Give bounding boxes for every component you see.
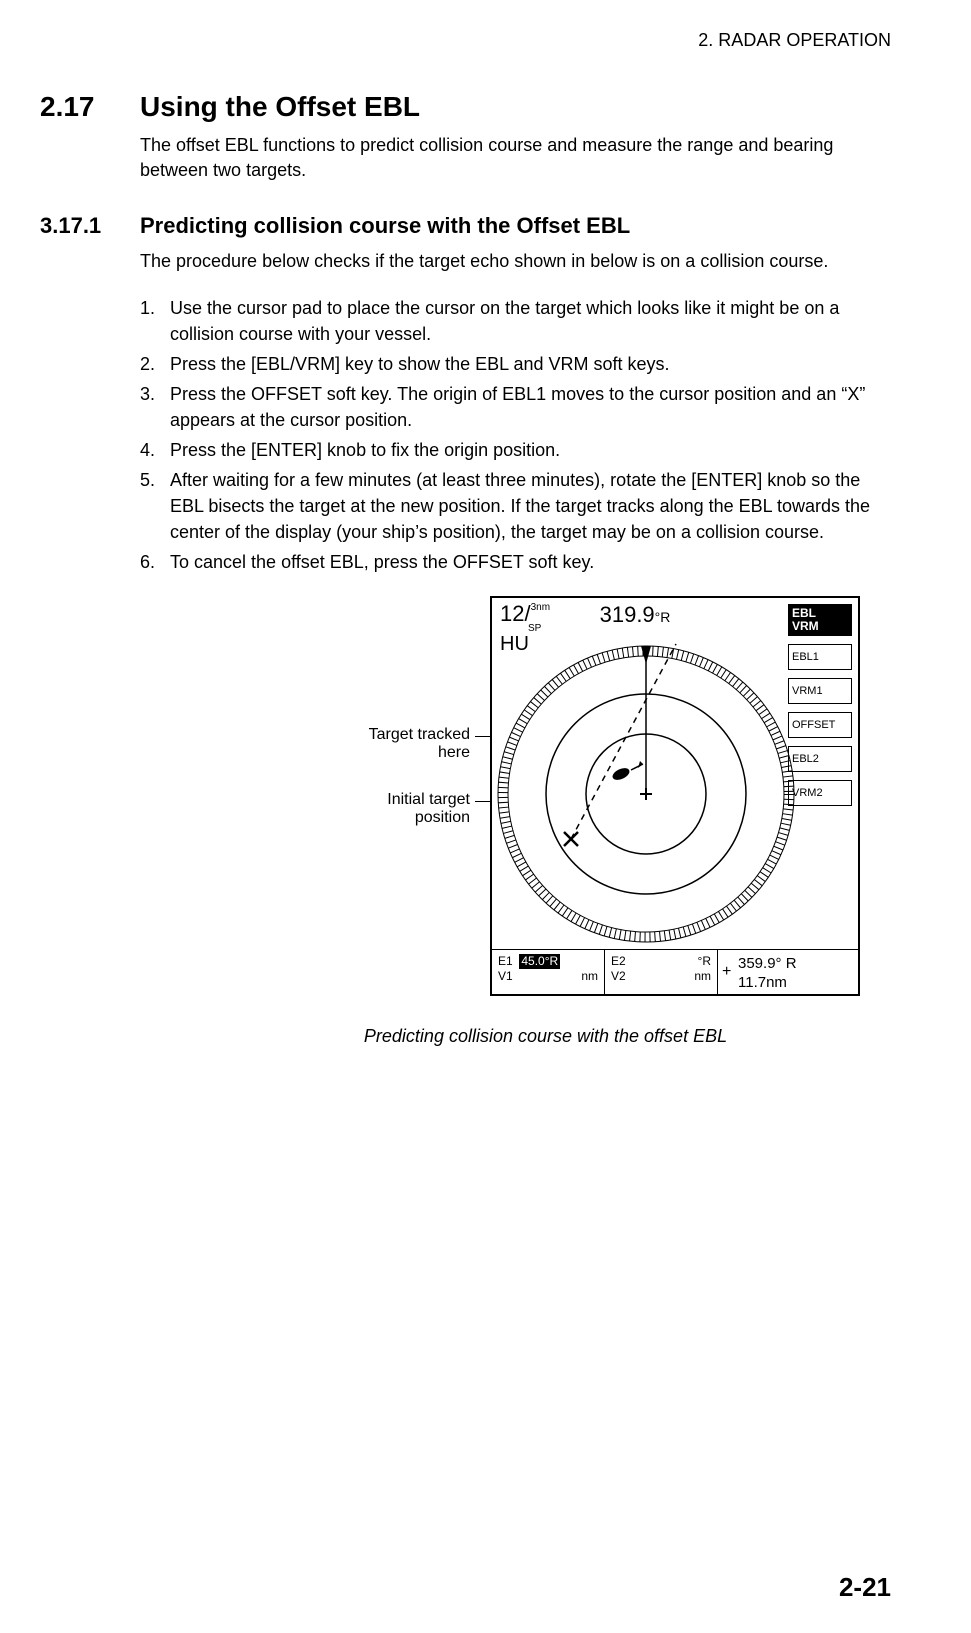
softkey-ebl2[interactable]: EBL2	[788, 746, 852, 772]
v2-unit: nm	[694, 969, 711, 985]
e2-label: E2	[611, 954, 626, 968]
softkey-title-l2: VRM	[792, 619, 819, 633]
softkey-offset[interactable]: OFFSET	[788, 712, 852, 738]
data-cell-2: E2 °R V2 nm	[605, 950, 718, 994]
heading-unit: °R	[655, 609, 671, 625]
softkey-vrm1[interactable]: VRM1	[788, 678, 852, 704]
callout-initial: Initial targetposition	[340, 791, 470, 827]
page-number: 2-21	[839, 1572, 891, 1603]
list-item: 6.To cancel the offset EBL, press the OF…	[140, 549, 891, 575]
cursor-range: 11.7nm	[738, 974, 787, 991]
cursor-plus-icon: +	[722, 962, 731, 983]
list-number: 2.	[140, 351, 170, 377]
list-number: 6.	[140, 549, 170, 575]
subsection-number: 3.17.1	[40, 213, 110, 239]
subsection-title: Predicting collision course with the Off…	[140, 213, 630, 239]
list-item: 5.After waiting for a few minutes (at le…	[140, 467, 891, 545]
section-number: 2.17	[40, 91, 110, 123]
section-title: Using the Offset EBL	[140, 91, 420, 123]
softkey-title: EBL VRM	[788, 604, 852, 636]
softkey-column: EBL VRM EBL1 VRM1 OFFSET EBL2 VRM2	[788, 604, 852, 806]
list-text: After waiting for a few minutes (at leas…	[170, 467, 891, 545]
subsection-intro: The procedure below checks if the target…	[140, 249, 891, 274]
softkey-ebl1[interactable]: EBL1	[788, 644, 852, 670]
e1-label: E1	[498, 954, 513, 968]
list-text: To cancel the offset EBL, press the OFFS…	[170, 549, 594, 575]
chapter-header: 2. RADAR OPERATION	[100, 30, 891, 51]
heading-value: 319.9	[600, 602, 655, 627]
v1-label: V1	[498, 969, 513, 983]
list-text: Press the [EBL/VRM] key to show the EBL …	[170, 351, 670, 377]
list-number: 5.	[140, 467, 170, 545]
v2-label: V2	[611, 969, 626, 983]
list-number: 1.	[140, 295, 170, 347]
data-row: E1 45.0°R V1 nm E2 °R V2 nm + 359.9° R 11.7…	[492, 949, 858, 994]
softkey-title-l1: EBL	[792, 606, 816, 620]
e2-unit: °R	[698, 954, 711, 970]
softkey-vrm2[interactable]: VRM2	[788, 780, 852, 806]
section-intro: The offset EBL functions to predict coll…	[140, 133, 891, 183]
radar-svg	[496, 634, 796, 944]
callout-tracked: Target trackedhere	[320, 726, 470, 762]
list-item: 1.Use the cursor pad to place the cursor…	[140, 295, 891, 347]
list-text: Use the cursor pad to place the cursor o…	[170, 295, 891, 347]
v1-unit: nm	[581, 969, 598, 985]
list-number: 3.	[140, 381, 170, 433]
list-item: 3.Press the OFFSET soft key. The origin …	[140, 381, 891, 433]
list-item: 4.Press the [ENTER] knob to fix the orig…	[140, 437, 891, 463]
cursor-bearing: 359.9° R	[738, 955, 797, 972]
heading-readout: 319.9°R	[492, 602, 778, 628]
radar-screen: 12/3nm SP HU 319.9°R EBL VRM EBL1 VRM1 O…	[490, 596, 860, 996]
procedure-list: 1.Use the cursor pad to place the cursor…	[140, 295, 891, 576]
figure-caption: Predicting collision course with the off…	[200, 1026, 891, 1047]
e1-value: 45.0°R	[519, 954, 560, 970]
figure: Target trackedhere Initial targetpositio…	[320, 596, 880, 1016]
list-number: 4.	[140, 437, 170, 463]
list-text: Press the OFFSET soft key. The origin of…	[170, 381, 891, 433]
data-cell-3: + 359.9° R 11.7nm	[718, 950, 858, 994]
list-text: Press the [ENTER] knob to fix the origin…	[170, 437, 560, 463]
data-cell-1: E1 45.0°R V1 nm	[492, 950, 605, 994]
list-item: 2.Press the [EBL/VRM] key to show the EB…	[140, 351, 891, 377]
